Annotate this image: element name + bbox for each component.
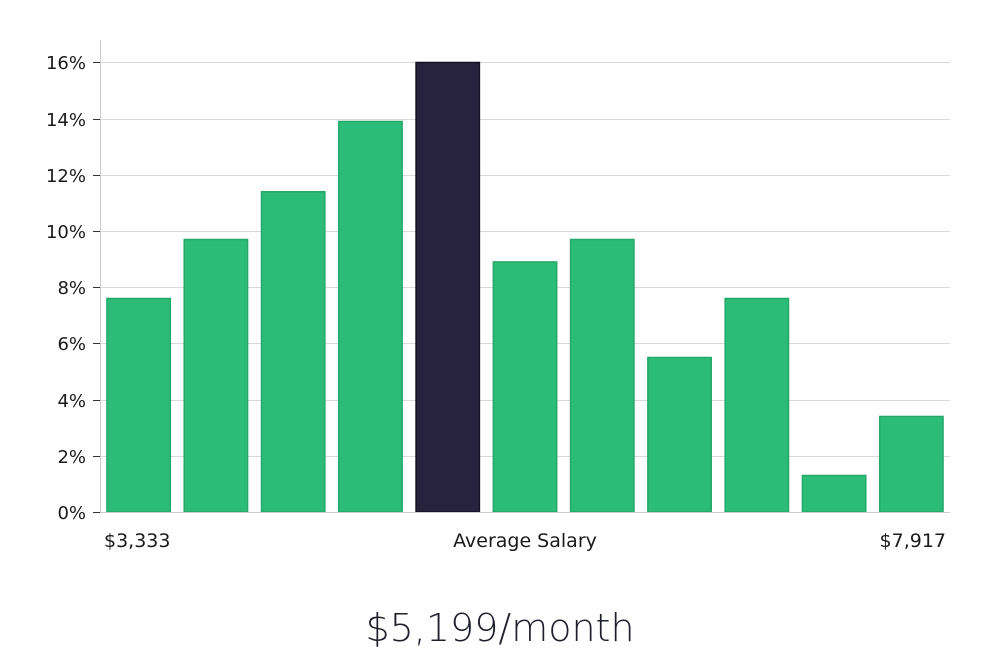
x-label-max: $7,917 xyxy=(880,530,946,552)
y-tick-label: 6% xyxy=(57,334,86,355)
axis-layer: 0% 2% 4% 6% 8% 10% 12% 14% 16% xyxy=(46,40,950,524)
x-label-min: $3,333 xyxy=(104,530,170,552)
bar xyxy=(724,297,790,513)
bar xyxy=(569,238,635,513)
labels-layer: $3,333 Average Salary $7,917 xyxy=(104,530,946,552)
y-tick-label: 0% xyxy=(57,503,86,524)
y-tick-label: 14% xyxy=(46,110,86,131)
bar xyxy=(801,474,867,513)
histogram-svg: 0% 2% 4% 6% 8% 10% 12% 14% 16% $3,333 Average Sa… xyxy=(46,40,950,552)
bar-average-salary xyxy=(415,61,481,513)
y-tick-label: 16% xyxy=(46,53,86,74)
y-tick-label: 12% xyxy=(46,166,86,187)
y-tick-label: 4% xyxy=(57,391,86,412)
bar xyxy=(338,120,403,513)
bar xyxy=(492,261,558,513)
bars-layer xyxy=(106,61,944,513)
bar xyxy=(183,238,249,513)
y-tick-label: 8% xyxy=(57,278,86,299)
bar xyxy=(260,190,326,513)
y-tick-label: 2% xyxy=(57,447,86,468)
average-salary-value: $5,199/month xyxy=(365,606,635,650)
bar xyxy=(106,297,172,513)
x-label-center: Average Salary xyxy=(453,530,597,552)
bar xyxy=(647,356,712,513)
y-tick-label: 10% xyxy=(46,222,86,243)
bar xyxy=(878,415,944,513)
